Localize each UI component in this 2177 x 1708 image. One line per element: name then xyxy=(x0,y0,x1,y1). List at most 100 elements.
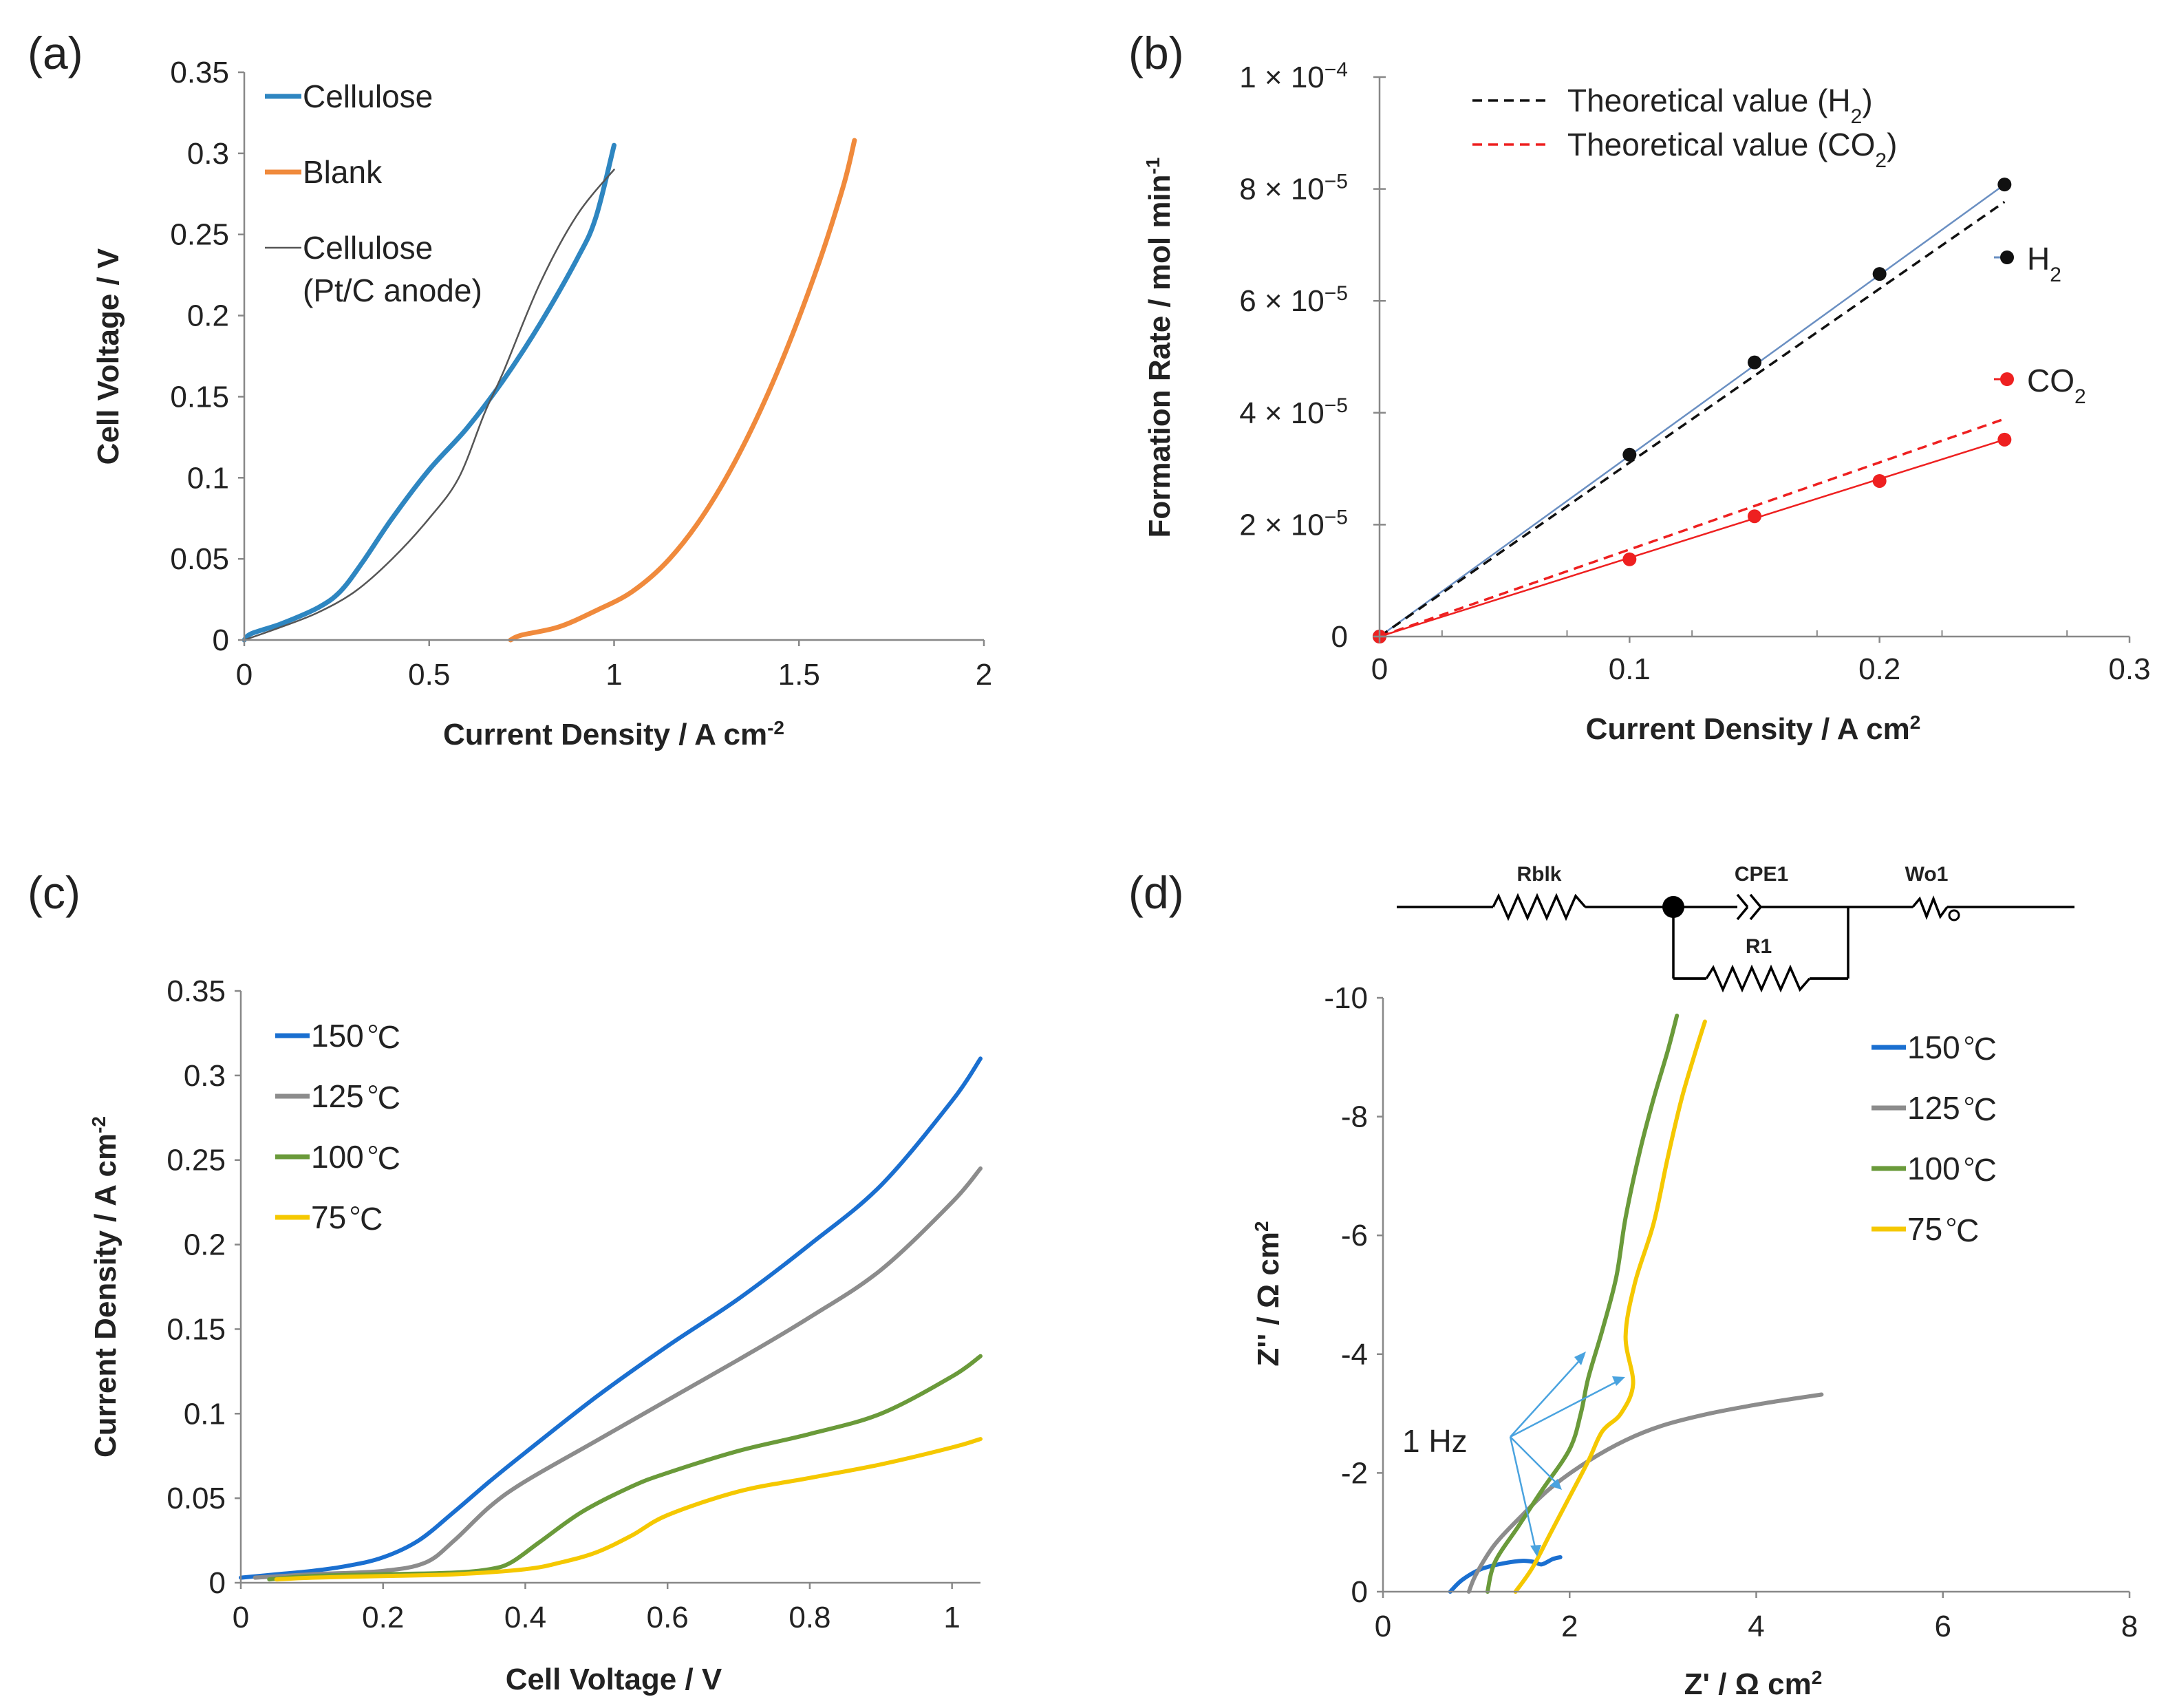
panel-d-y-tick-label: -4 xyxy=(1341,1338,1368,1371)
panel-b-x-tick-label: 0.3 xyxy=(2108,652,2150,686)
panel-c-y-label: Current Density / A cm-2 xyxy=(88,1116,123,1458)
panel-c-x-label: Cell Voltage / V xyxy=(506,1663,722,1696)
hz-arrow xyxy=(1510,1436,1559,1486)
panel-c-y-tick-label: 0.1 xyxy=(184,1397,226,1431)
legend-blank: Blank xyxy=(303,154,383,190)
fit-line xyxy=(1379,438,2005,638)
circuit-label-wo1: Wo1 xyxy=(1905,863,1949,886)
series-line xyxy=(1485,1013,1680,1594)
panel-d-y-label: Z'' / Ω cm2 xyxy=(1251,1221,1286,1366)
legend-co2: CO2 xyxy=(2027,363,2086,408)
panel-c-y-tick-label: 0.15 xyxy=(167,1312,226,1346)
data-point xyxy=(1622,447,1637,462)
panel-c-label: (c) xyxy=(28,867,81,918)
panel-c-y-tick-label: 0.3 xyxy=(184,1059,226,1093)
series-line xyxy=(243,169,615,641)
panel-d-x-tick-label: 2 xyxy=(1561,1610,1578,1643)
panel-a-y-tick-label: 0.35 xyxy=(170,56,229,89)
legend-label: 100 C xyxy=(311,1139,400,1176)
legend-label: 75 C xyxy=(1907,1211,1979,1248)
panel-a-legend: Cellulose Blank Cellulose (Pt/C anode) xyxy=(265,78,482,308)
panel-c-x-tick-label: 0.2 xyxy=(362,1601,404,1634)
panel-c-legend: 150 C 125 C 100 C 75 C xyxy=(275,1018,400,1237)
hz-arrowhead xyxy=(1530,1545,1541,1557)
data-point xyxy=(1622,552,1637,566)
hz-arrowhead xyxy=(1612,1376,1625,1386)
series-line xyxy=(1466,1392,1824,1594)
panel-d-label: (d) xyxy=(1128,867,1184,918)
panel-d-legend: 150 C 125 C 100 C 75 C xyxy=(1872,1029,1997,1248)
hz-arrow xyxy=(1510,1378,1621,1438)
data-point xyxy=(1872,473,1887,488)
series-line xyxy=(1448,1555,1563,1594)
legend-degree-mark xyxy=(369,1025,377,1033)
panel-c-plot xyxy=(239,1056,983,1582)
series-line xyxy=(1513,1019,1707,1594)
panel-c-y-tick-label: 0 xyxy=(209,1566,226,1600)
panel-d-x-ticks: 0 2 4 6 8 xyxy=(1375,1592,2138,1643)
panel-b-y-ticks: 0 2 × 10−5 4 × 10−5 6 × 10−5 8 × 10−5 1 × 10−… xyxy=(1239,58,1386,654)
panel-a-y-tick-label: 0.1 xyxy=(187,461,229,495)
panel-d-y-tick-label: -8 xyxy=(1341,1100,1368,1134)
legend-theo-h2: Theoretical value (H2) xyxy=(1567,83,1873,128)
panel-c: (c) 0 0.05 0.1 0.15 0.2 0.25 0.3 0.35 0 0.2 0.4 0.… xyxy=(28,867,983,1696)
data-point xyxy=(1748,509,1761,524)
panel-c-x-tick-label: 0.6 xyxy=(647,1601,689,1634)
hz-arrow xyxy=(1510,1355,1585,1438)
legend-degree-mark xyxy=(369,1085,377,1093)
panel-d-x-tick-label: 4 xyxy=(1748,1610,1764,1643)
hz-annotation: 1 Hz xyxy=(1402,1352,1625,1557)
panel-c-x-ticks: 0 0.2 0.4 0.6 0.8 1 xyxy=(233,1583,961,1634)
legend-label: 75 C xyxy=(311,1199,383,1237)
warburg-wo1 xyxy=(1911,895,1949,920)
panel-b-y-tick-label: 8 × 10−5 xyxy=(1239,170,1348,206)
legend-ptc-anode: (Pt/C anode) xyxy=(303,273,482,308)
circuit-label-cpe1: CPE1 xyxy=(1735,863,1788,886)
legend-degree-mark xyxy=(1965,1097,1973,1105)
legend-label: 125 C xyxy=(1907,1090,1997,1127)
cpe-symbol xyxy=(1736,906,1749,921)
panel-a-x-tick-label: 2 xyxy=(976,658,992,692)
legend-degree-mark xyxy=(1965,1036,1973,1045)
series-line xyxy=(274,1437,983,1582)
data-point xyxy=(1872,267,1887,281)
panel-b-x-tick-label: 0 xyxy=(1371,652,1388,686)
panel-c-x-tick-label: 0.8 xyxy=(789,1601,830,1634)
panel-b-label: (b) xyxy=(1128,28,1184,78)
legend-label: 150 C xyxy=(1907,1029,1997,1067)
panel-b-y-tick-label: 4 × 10−5 xyxy=(1239,394,1348,430)
panel-d-y-ticks: 0 -2 -4 -6 -8 -10 xyxy=(1324,981,1383,1609)
panel-d-x-label: Z' / Ω cm2 xyxy=(1684,1667,1823,1702)
panel-a-x-tick-label: 0.5 xyxy=(408,658,450,692)
series-line xyxy=(242,142,616,643)
legend-theo-co2: Theoretical value (CO2) xyxy=(1567,127,1897,172)
cpe-symbol xyxy=(1749,906,1762,921)
legend-degree-mark xyxy=(351,1206,359,1215)
series-line xyxy=(253,1166,983,1580)
fit-line xyxy=(1379,184,2006,638)
panel-c-y-tick-label: 0.35 xyxy=(167,974,226,1008)
panel-a-x-tick-label: 1 xyxy=(605,658,622,692)
legend-cellulose-ptc: Cellulose xyxy=(303,230,433,266)
panel-a-y-tick-label: 0.05 xyxy=(170,542,229,576)
panel-a-y-tick-label: 0.25 xyxy=(170,218,229,252)
panel-d-y-tick-label: -10 xyxy=(1324,981,1368,1015)
panel-a-x-ticks: 0 0.5 1 1.5 2 xyxy=(236,640,992,692)
hz-arrow xyxy=(1509,1436,1537,1551)
data-point xyxy=(1997,178,2012,192)
circuit-label-r1: R1 xyxy=(1746,935,1772,958)
panel-d-y-tick-label: -2 xyxy=(1341,1456,1368,1490)
panel-d-y-tick-label: -6 xyxy=(1341,1219,1368,1252)
panel-b-y-label: Formation Rate / mol min-1 xyxy=(1142,158,1177,538)
hz-arrowhead xyxy=(1574,1352,1586,1365)
circuit-label-rblk: Rblk xyxy=(1516,863,1561,886)
cpe-symbol xyxy=(1749,893,1762,908)
series-line xyxy=(239,1056,983,1580)
panel-b-x-ticks: 0 0.1 0.2 0.3 xyxy=(1371,630,2151,686)
resistor-rblk xyxy=(1492,893,1587,921)
panel-b-x-tick-label: 0.2 xyxy=(1858,652,1900,686)
panel-b-y-tick-label: 1 × 10−4 xyxy=(1239,58,1348,95)
panel-a: (a) 0 0.05 0.1 0.15 0.2 0.25 0.3 0.35 0 0.5 1 1.5 2… xyxy=(28,28,992,751)
panel-b-x-tick-label: 0.1 xyxy=(1609,652,1651,686)
panel-d-x-tick-label: 0 xyxy=(1375,1610,1391,1643)
